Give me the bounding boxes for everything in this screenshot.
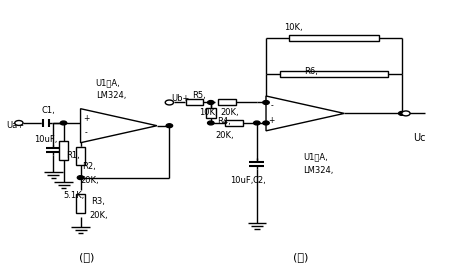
Circle shape (207, 100, 214, 104)
Text: +: + (83, 114, 89, 123)
Circle shape (399, 112, 405, 115)
Text: Ub+: Ub+ (171, 94, 189, 103)
Text: R4,: R4, (217, 117, 231, 126)
Text: (１): (１) (79, 252, 94, 262)
Text: U1、A,: U1、A, (96, 79, 120, 88)
Text: 20K,: 20K, (81, 176, 99, 185)
Text: C1,: C1, (42, 106, 56, 115)
Polygon shape (266, 96, 344, 131)
Circle shape (263, 121, 269, 125)
Text: 20K,: 20K, (215, 131, 234, 140)
Text: +: + (269, 116, 275, 125)
Text: 10K,: 10K, (199, 108, 218, 117)
Circle shape (165, 100, 174, 105)
Text: 10K,: 10K, (284, 23, 303, 32)
Circle shape (77, 176, 84, 179)
Text: C2,: C2, (252, 176, 266, 185)
Text: (２): (２) (293, 252, 308, 262)
Text: R6,: R6, (304, 67, 318, 76)
Circle shape (402, 111, 410, 116)
Circle shape (207, 121, 214, 125)
Text: 10uF,: 10uF, (230, 176, 254, 185)
Text: LM324,: LM324, (303, 166, 333, 175)
Polygon shape (81, 109, 157, 143)
Text: 20K,: 20K, (90, 211, 108, 220)
Circle shape (254, 121, 260, 125)
Bar (206, 108, 216, 118)
Bar (76, 194, 85, 213)
Circle shape (15, 121, 23, 125)
Bar (186, 99, 203, 105)
Text: 10uF,: 10uF, (35, 135, 58, 144)
Text: 20K,: 20K, (220, 108, 238, 117)
Text: R1,: R1, (66, 151, 80, 160)
Text: 5.1K,: 5.1K, (63, 191, 85, 200)
Circle shape (263, 100, 269, 104)
Bar (76, 147, 85, 165)
Text: Uc: Uc (413, 133, 426, 143)
Text: LM324,: LM324, (96, 91, 126, 100)
Text: R2,: R2, (82, 162, 96, 171)
Text: -: - (85, 128, 88, 137)
Text: -: - (270, 102, 273, 110)
Circle shape (60, 121, 67, 125)
Text: U1、A,: U1、A, (303, 153, 328, 162)
Bar (218, 99, 236, 105)
Text: Ua+: Ua+ (6, 121, 24, 130)
Bar (225, 120, 243, 126)
Circle shape (166, 124, 173, 128)
Text: R5,: R5, (193, 91, 206, 100)
Bar (59, 141, 68, 160)
Bar (289, 35, 379, 41)
Bar (280, 71, 388, 77)
Text: R3,: R3, (91, 197, 105, 206)
